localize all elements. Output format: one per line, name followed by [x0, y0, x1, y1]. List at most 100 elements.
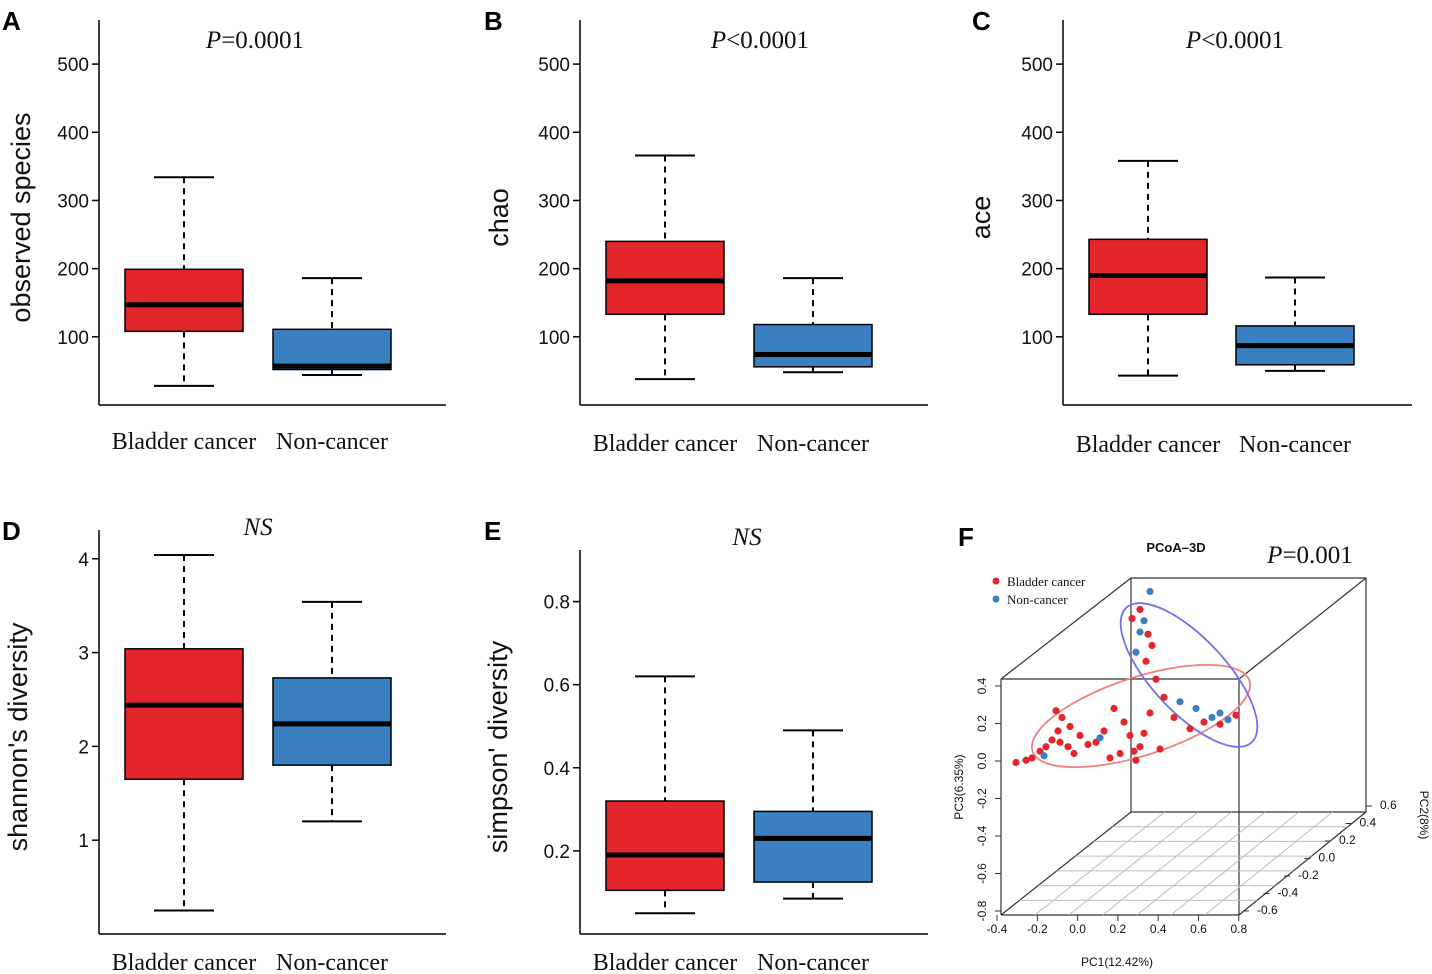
noncancer-point — [1216, 709, 1224, 717]
noncancer-point — [1140, 617, 1148, 625]
bladder-point — [1048, 736, 1056, 744]
z-tick-label: 0.0 — [1319, 851, 1336, 865]
x-axis-label: PC1(12.42%) — [1081, 955, 1153, 969]
bladder-point — [1120, 718, 1128, 726]
y-tick-label: 500 — [538, 55, 570, 76]
panel-title: NS — [242, 514, 273, 541]
panel-label: D — [2, 516, 21, 546]
panel-label: B — [484, 6, 503, 36]
iqr-box — [605, 240, 725, 316]
cube-edge — [1000, 811, 1132, 916]
title-rest: =0.0001 — [221, 27, 304, 54]
floor-grid-line — [1034, 811, 1165, 916]
bladder-point — [1064, 743, 1072, 751]
bladder-point — [1144, 630, 1152, 638]
panel-B: B P<0.0001 100 200 300 400 500 chao Bladder canc… — [484, 6, 928, 457]
x-category-label: Non-cancer — [276, 429, 388, 455]
p-value: P=0.001 — [1266, 542, 1353, 569]
bladder-point — [1152, 675, 1160, 683]
y-tick-label: 4 — [78, 550, 89, 571]
z-axis-label: PC2(8%) — [1417, 791, 1431, 840]
bladder-point — [1148, 641, 1156, 650]
x-category-label: Non-cancer — [757, 431, 869, 457]
y-tick-label: 0.8 — [544, 593, 570, 614]
y-tick-label: 500 — [57, 55, 89, 76]
panel-D: D NS 1 2 3 4 shannon's diversity Bladder cancer… — [2, 514, 446, 974]
panel-title: P<0.0001 — [1185, 27, 1284, 54]
y-axis-label: simpson' diversity — [483, 640, 513, 853]
x-category-label: Non-cancer — [276, 950, 388, 974]
y-tick-label: 200 — [1021, 260, 1053, 281]
iqr-box — [272, 328, 392, 371]
bladder-point — [1160, 693, 1168, 701]
x-category-label: Bladder cancer — [1076, 432, 1221, 458]
y-tick-label: 0.4 — [975, 677, 989, 694]
box-bladder-cancer — [605, 154, 725, 381]
p-rest: =0.001 — [1282, 542, 1352, 569]
y-tick-label: 400 — [57, 123, 89, 144]
title-italic: NS — [731, 524, 762, 551]
noncancer-ellipse — [1119, 602, 1259, 748]
iqr-box — [124, 648, 244, 780]
y-tick-label: 300 — [1021, 191, 1053, 212]
y-tick-label: 0.2 — [975, 715, 989, 732]
y-tick-label: 400 — [538, 123, 570, 144]
bladder-point — [1052, 707, 1060, 715]
y-tick-label: 0.0 — [975, 752, 989, 769]
y-tick-label: 300 — [538, 191, 570, 212]
bladder-point — [1132, 756, 1140, 764]
y-tick-label: 0.2 — [544, 842, 570, 863]
z-tick-label: -0.6 — [1257, 903, 1278, 917]
noncancer-point — [1192, 704, 1200, 713]
box-bladder-cancer — [1088, 159, 1208, 377]
title-italic: P — [710, 27, 726, 54]
bladder-point — [1106, 754, 1114, 762]
y-tick-label: 3 — [78, 644, 89, 665]
legend-bladder-dot — [992, 577, 1000, 585]
legend-noncancer-dot — [992, 595, 1000, 603]
box-non-cancer — [272, 600, 392, 823]
p-italic: P — [1266, 542, 1282, 569]
panel-E: E NS 0.2 0.4 0.6 0.8 simpson' diversity Bladder… — [483, 516, 928, 974]
y-tick-label: 2 — [78, 737, 89, 758]
x-tick-label: -0.2 — [1027, 922, 1048, 936]
bladder-point — [1110, 704, 1118, 713]
bladder-point — [1216, 720, 1224, 728]
panel-title: P<0.0001 — [710, 27, 809, 54]
y-tick-label: -0.8 — [975, 900, 989, 921]
x-tick-label: 0.2 — [1110, 922, 1127, 936]
bladder-point — [1070, 749, 1078, 758]
iqr-box — [753, 323, 873, 368]
box-bladder-cancer — [605, 675, 725, 915]
title-italic: P — [1185, 27, 1201, 54]
noncancer-point — [1146, 587, 1154, 596]
y-axis-label: observed species — [6, 112, 36, 322]
x-category-label: Bladder cancer — [112, 950, 257, 974]
x-tick-label: 0.6 — [1190, 922, 1207, 936]
y-tick-label: 1 — [78, 831, 89, 852]
x-tick-label: 0.8 — [1230, 922, 1247, 936]
bladder-point — [1232, 711, 1240, 719]
noncancer-point — [1096, 734, 1104, 742]
iqr-box — [753, 810, 873, 883]
bladder-point — [1076, 731, 1084, 740]
box-non-cancer — [1235, 276, 1355, 372]
cube-edge — [1238, 811, 1367, 916]
panel-label: A — [2, 6, 21, 36]
title-italic: NS — [242, 514, 273, 541]
panel-A: A P=0.0001 100 200 300 400 500 observed species… — [2, 6, 446, 455]
bladder-point — [1136, 743, 1144, 751]
iqr-box — [605, 800, 725, 892]
box-non-cancer — [753, 277, 873, 374]
y-tick-label: 0.6 — [544, 676, 570, 697]
bladder-point — [1146, 709, 1154, 717]
bladder-point — [1126, 731, 1134, 740]
y-tick-label: 500 — [1021, 55, 1053, 76]
y-tick-label: 200 — [57, 260, 89, 281]
y-tick-label: 0.4 — [544, 759, 571, 780]
noncancer-point — [1136, 628, 1144, 636]
y-axis-label: ace — [966, 196, 996, 240]
bladder-point — [1170, 713, 1178, 722]
